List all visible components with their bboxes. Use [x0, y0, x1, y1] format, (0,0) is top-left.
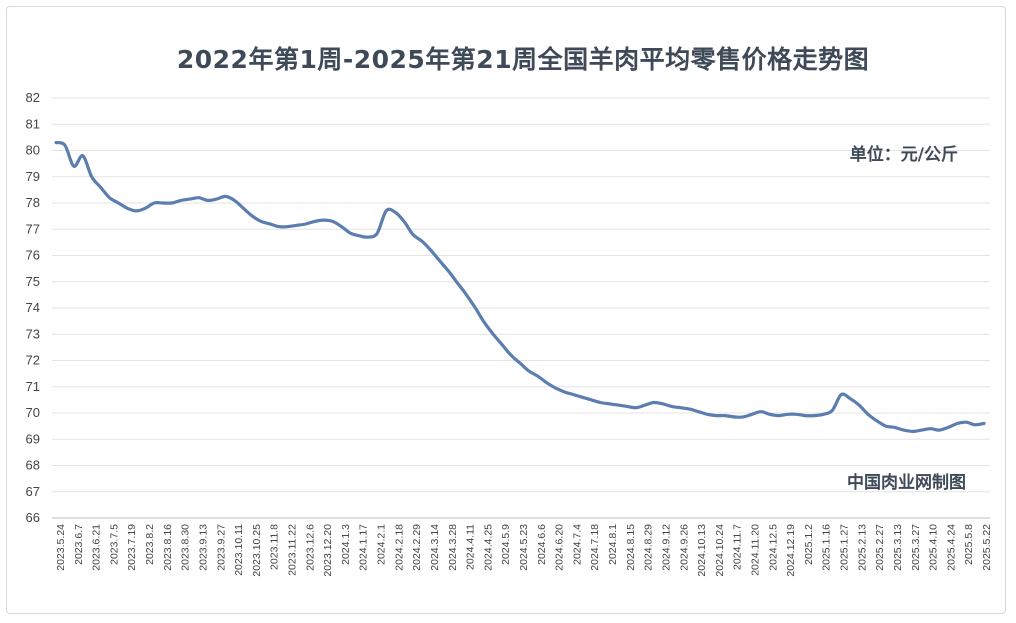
y-tick-label: 78 — [26, 195, 40, 210]
y-tick-label: 74 — [26, 300, 40, 315]
x-tick-label: 2025.3.13 — [892, 524, 904, 571]
x-tick-label: 2023.8.2 — [144, 524, 156, 565]
x-tick-label: 2025.4.24 — [945, 524, 957, 571]
y-tick-label: 72 — [26, 353, 40, 368]
x-tick-label: 2023.7.19 — [126, 524, 138, 571]
x-tick-label: 2023.11.8 — [269, 524, 281, 570]
x-tick-label: 2023.6.7 — [73, 524, 85, 565]
price-series-line — [54, 141, 986, 433]
x-tick-label: 2024.11.20 — [750, 524, 762, 576]
x-tick-label: 2024.2.18 — [393, 524, 405, 571]
x-tick-label: 2024.2.29 — [411, 524, 423, 571]
y-tick-label: 73 — [26, 326, 40, 341]
x-tick-label: 2024.5.9 — [500, 524, 512, 565]
x-tick-label: 2023.8.16 — [162, 524, 174, 571]
x-tick-label: 2023.9.27 — [215, 524, 227, 571]
x-tick-label: 2024.10.13 — [696, 524, 708, 577]
x-tick-label: 2024.8.29 — [643, 524, 655, 571]
x-tick-label: 2025.1.27 — [839, 524, 851, 571]
x-tick-label: 2024.7.4 — [571, 524, 583, 565]
y-tick-label: 81 — [26, 116, 40, 131]
x-tick-label: 2024.2.1 — [376, 524, 388, 565]
x-tick-label: 2024.3.28 — [447, 524, 459, 571]
y-tick-label: 67 — [26, 484, 40, 499]
x-tick-label: 2025.5.22 — [981, 524, 993, 571]
x-tick-label: 2025.2.27 — [874, 524, 886, 571]
y-tick-label: 66 — [26, 510, 40, 525]
x-tick-label: 2023.9.13 — [197, 524, 209, 571]
x-tick-label: 2023.10.25 — [251, 524, 263, 577]
y-tick-label: 69 — [26, 431, 40, 446]
source-label: 中国肉业网制图 — [847, 472, 966, 493]
x-tick-label: 2024.1.3 — [340, 524, 352, 565]
y-tick-label: 70 — [26, 405, 40, 420]
x-tick-label: 2024.7.18 — [589, 524, 601, 571]
x-tick-label: 2024.6.6 — [536, 524, 548, 565]
y-tick-label: 71 — [26, 379, 40, 394]
y-tick-label: 77 — [26, 221, 40, 236]
y-tick-label: 82 — [26, 90, 40, 105]
x-tick-label: 2023.12.6 — [304, 524, 316, 571]
x-tick-label: 2025.4.10 — [928, 524, 940, 571]
x-tick-label: 2024.10.24 — [714, 524, 726, 577]
gridlines — [52, 97, 990, 519]
y-tick-label: 76 — [26, 248, 40, 263]
x-tick-label: 2024.11.7 — [732, 524, 744, 570]
y-tick-label: 80 — [26, 143, 40, 158]
x-tick-label: 2024.4.25 — [482, 524, 494, 571]
series-layer — [54, 141, 986, 433]
x-axis-ticks: 2023.5.24 2023.6.7 2023.6.21 2023.7.5 2023.7… — [55, 524, 993, 577]
chart-title: 2022年第1周-2025年第21周全国羊肉平均零售价格走势图 — [176, 45, 870, 74]
x-tick-label: 2024.5.23 — [518, 524, 530, 571]
x-tick-label: 2025.1.16 — [821, 524, 833, 571]
x-tick-label: 2024.4.11 — [465, 524, 477, 570]
x-tick-label: 2025.5.8 — [963, 524, 975, 565]
y-tick-label: 79 — [26, 169, 40, 184]
x-tick-label: 2025.3.27 — [910, 524, 922, 571]
y-tick-label: 68 — [26, 458, 40, 473]
x-tick-label: 2023.10.11 — [233, 524, 245, 576]
x-tick-label: 2023.12.20 — [322, 524, 334, 577]
x-tick-label: 2023.11.22 — [287, 524, 299, 576]
x-tick-label: 2024.8.15 — [625, 524, 637, 571]
x-tick-label: 2024.8.1 — [607, 524, 619, 565]
x-tick-label: 2025.2.13 — [856, 524, 868, 571]
unit-label: 单位：元/公斤 — [850, 144, 958, 165]
x-tick-label: 2023.5.24 — [55, 524, 67, 571]
x-tick-label: 2024.12.19 — [785, 524, 797, 577]
x-tick-label: 2025.1.2 — [803, 524, 815, 565]
y-tick-label: 75 — [26, 274, 40, 289]
x-tick-label: 2024.1.17 — [358, 524, 370, 571]
x-tick-label: 2023.7.5 — [108, 524, 120, 565]
x-tick-label: 2024.3.14 — [429, 524, 441, 571]
x-tick-label: 2024.9.12 — [660, 524, 672, 571]
x-tick-label: 2023.6.21 — [91, 524, 103, 571]
x-tick-label: 2024.6.20 — [554, 524, 566, 571]
chart-frame — [6, 6, 1006, 614]
x-tick-label: 2023.8.30 — [180, 524, 192, 571]
x-tick-label: 2024.9.26 — [678, 524, 690, 571]
x-tick-label: 2024.12.5 — [767, 524, 779, 571]
y-axis-ticks: 66 67 68 69 70 71 72 73 74 75 76 77 78 79 80 81 82 — [26, 90, 40, 525]
